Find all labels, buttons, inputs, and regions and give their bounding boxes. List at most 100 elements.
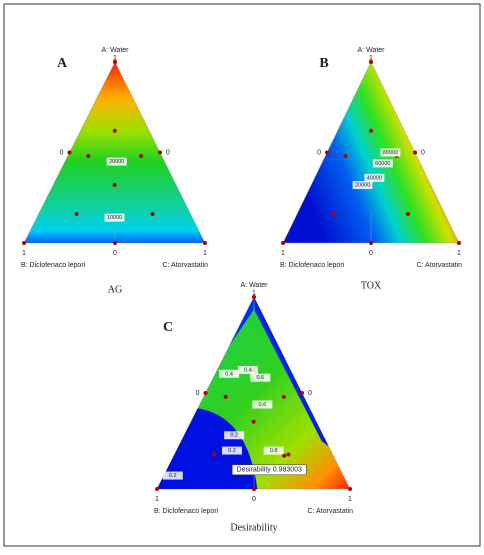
- vertex-label: B: Diclofenaco lepori: [280, 262, 345, 269]
- design-point: [223, 394, 228, 399]
- contour-label: 0.2: [230, 433, 238, 439]
- vertex-point: [158, 150, 162, 155]
- panel-caption: TOX: [361, 280, 382, 291]
- contour-label: 60000: [375, 161, 390, 167]
- contour-label: 10000: [107, 215, 122, 221]
- low-region: [254, 297, 329, 447]
- contour-label-box: [219, 369, 240, 378]
- design-point: [86, 154, 91, 159]
- design-point: [74, 212, 79, 217]
- contour-label-box: [372, 159, 393, 168]
- panel-caption: Desirability: [230, 522, 277, 533]
- design-point: [112, 128, 117, 133]
- vertex-label: C: Atorvastatin: [307, 508, 353, 515]
- tick-label: 1: [457, 250, 461, 257]
- design-point: [281, 394, 286, 399]
- vertex-point: [457, 241, 461, 245]
- design-point: [343, 154, 348, 159]
- design-point: [405, 212, 410, 217]
- design-point: [112, 183, 117, 188]
- tick-label: 0: [166, 149, 170, 156]
- ternary-panel: A: Water B: Diclofenaco lepori C: Atorvast…: [21, 47, 208, 295]
- tick-label: 1: [369, 55, 373, 62]
- panel-letter: C: [163, 320, 173, 335]
- tick-label: 0: [369, 250, 373, 257]
- vertex-point: [67, 150, 72, 155]
- vertex-point: [22, 241, 26, 245]
- vertex-point: [413, 150, 417, 155]
- design-point: [139, 154, 144, 159]
- vertex-point: [113, 60, 117, 64]
- tick-label: 0: [421, 149, 425, 156]
- tick-label: 0: [113, 250, 117, 257]
- vertex-point: [325, 150, 329, 155]
- vertex-point: [369, 60, 373, 64]
- vertex-point: [281, 241, 285, 245]
- vertex-point: [252, 487, 256, 491]
- contour-label-box: [364, 173, 385, 182]
- design-point: [286, 452, 291, 457]
- vertex-point: [252, 295, 256, 299]
- vertex-point: [113, 241, 117, 245]
- tick-label: 0: [196, 390, 200, 397]
- contour-label-box: [224, 431, 245, 440]
- tick-label: 1: [113, 55, 117, 62]
- annotation: Desirability 0.983003: [237, 467, 302, 474]
- panel-letter: A: [57, 56, 68, 71]
- vertex-point: [300, 391, 304, 395]
- tick-label: 0: [308, 390, 312, 397]
- ternary-panel: A: Water B: Diclofenaco lepori C: Atorvast…: [280, 47, 462, 291]
- tick-label: 0: [252, 496, 256, 503]
- vertex-label: A: Water: [102, 47, 130, 54]
- tick-label: 0: [60, 149, 64, 156]
- tick-label: 1: [155, 496, 159, 503]
- vertex-label: A: Water: [241, 282, 269, 289]
- contour-label: 0.8: [270, 448, 278, 454]
- contour-label-box: [380, 148, 401, 157]
- annotation-box: [231, 464, 307, 476]
- contour-label: 0.6: [259, 402, 267, 408]
- contour-label: 20000: [355, 183, 370, 189]
- contour-label: 40000: [367, 175, 382, 181]
- contour-label-box: [352, 181, 373, 190]
- contour-label-box: [237, 365, 258, 374]
- design-point: [150, 212, 155, 217]
- contour-label: 0.4: [225, 371, 233, 377]
- contour-label: 80000: [383, 150, 398, 156]
- panels: A: Water B: Diclofenaco lepori C: Atorvast…: [21, 47, 462, 533]
- vertex-point: [203, 241, 207, 245]
- vertex-point: [348, 487, 352, 491]
- tick-label: 0: [317, 149, 321, 156]
- contour-label-box: [250, 373, 271, 382]
- contour-label: 20000: [109, 159, 124, 165]
- ternary-panel: A: Water B: Diclofenaco lepori C: Atorvast…: [154, 282, 353, 533]
- design-point: [251, 419, 256, 424]
- tick-label: 1: [252, 290, 256, 297]
- figure-border: [3, 3, 481, 547]
- contour-label-box: [162, 471, 183, 480]
- panel-letter: B: [319, 56, 328, 71]
- contour-label: 0.2: [169, 473, 177, 479]
- contour-label: 0.4: [244, 367, 252, 373]
- contour-label-box: [263, 446, 284, 455]
- vertex-label: B: Diclofenaco lepori: [154, 508, 219, 515]
- vertex-label: A: Water: [358, 47, 386, 54]
- tick-label: 1: [281, 250, 285, 257]
- contour-label-box: [104, 213, 125, 222]
- vertex-point: [203, 391, 208, 395]
- contour-label-box: [106, 157, 127, 166]
- contour-label-box: [221, 446, 242, 455]
- vertex-label: C: Atorvastatin: [162, 262, 208, 269]
- design-point: [369, 128, 373, 133]
- vertex-label: C: Atorvastatin: [416, 262, 462, 269]
- tick-label: 1: [22, 250, 26, 257]
- tick-label: 1: [348, 496, 352, 503]
- contour-label: 0.6: [256, 375, 264, 381]
- panel-caption: AG: [108, 284, 122, 295]
- vertex-point: [155, 487, 159, 491]
- contour-label-box: [252, 400, 273, 409]
- design-point: [212, 452, 217, 457]
- contour-label: 0.2: [228, 448, 236, 454]
- optimum-point: [282, 453, 287, 458]
